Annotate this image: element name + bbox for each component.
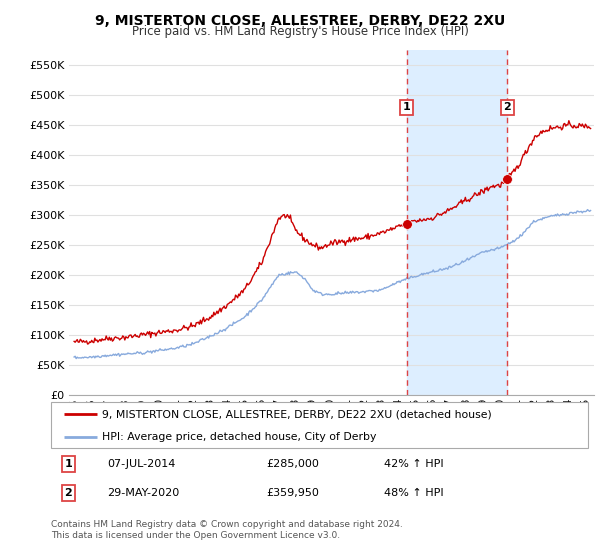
Text: 1: 1 [403, 102, 411, 113]
Text: £285,000: £285,000 [266, 459, 319, 469]
Text: 2: 2 [503, 102, 511, 113]
Text: 29-MAY-2020: 29-MAY-2020 [107, 488, 179, 498]
Text: 9, MISTERTON CLOSE, ALLESTREE, DERBY, DE22 2XU: 9, MISTERTON CLOSE, ALLESTREE, DERBY, DE… [95, 14, 505, 28]
Text: Contains HM Land Registry data © Crown copyright and database right 2024.
This d: Contains HM Land Registry data © Crown c… [51, 520, 403, 540]
Bar [407, 50, 507, 395]
FancyBboxPatch shape [51, 402, 588, 448]
Text: £359,950: £359,950 [266, 488, 319, 498]
Text: 07-JUL-2014: 07-JUL-2014 [107, 459, 176, 469]
Text: 2: 2 [64, 488, 72, 498]
Text: 48% ↑ HPI: 48% ↑ HPI [384, 488, 443, 498]
Text: 1: 1 [64, 459, 72, 469]
Text: Price paid vs. HM Land Registry's House Price Index (HPI): Price paid vs. HM Land Registry's House … [131, 25, 469, 38]
Text: HPI: Average price, detached house, City of Derby: HPI: Average price, detached house, City… [102, 432, 376, 441]
Text: 42% ↑ HPI: 42% ↑ HPI [384, 459, 443, 469]
Text: 9, MISTERTON CLOSE, ALLESTREE, DERBY, DE22 2XU (detached house): 9, MISTERTON CLOSE, ALLESTREE, DERBY, DE… [102, 409, 492, 419]
